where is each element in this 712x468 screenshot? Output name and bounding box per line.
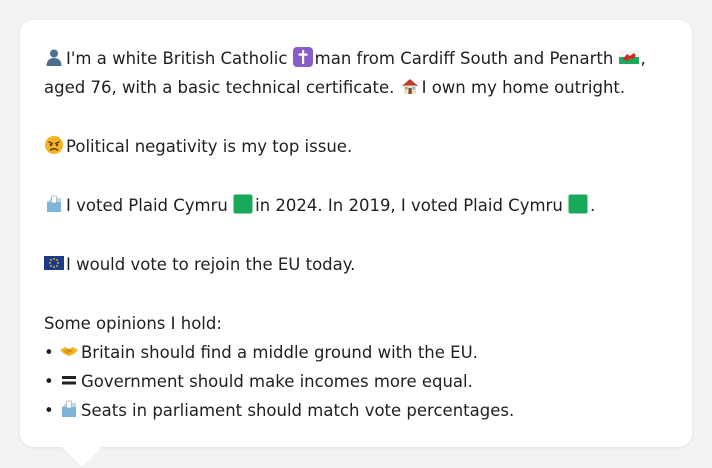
opinion-text: Britain should find a middle ground with… — [80, 343, 478, 362]
profile-content: I'm a white British Catholic man from Ca… — [44, 44, 668, 425]
intro-text-5: I own my home outright. — [421, 78, 626, 97]
bullet: • — [44, 372, 54, 391]
green-square-icon — [233, 194, 253, 214]
intro-text-1: I'm a white British Catholic — [66, 49, 288, 68]
spacer — [44, 161, 668, 191]
issue-paragraph: Political negativity is my top issue. — [44, 132, 668, 161]
spacer — [44, 279, 668, 309]
eu-flag-icon — [44, 253, 64, 273]
intro-paragraph: I'm a white British Catholic man from Ca… — [44, 44, 668, 102]
opinions-heading: Some opinions I hold: — [44, 314, 222, 333]
bubble-tail — [62, 447, 102, 467]
eu-text: I would vote to rejoin the EU today. — [66, 255, 356, 274]
bullet: • — [44, 401, 54, 420]
person-silhouette-icon — [44, 47, 64, 67]
vote-text-2: in 2024. In 2019, I voted Plaid Cymru — [255, 196, 563, 215]
intro-text-2: man from Cardiff South and Penarth — [314, 49, 614, 68]
ballot-box-icon — [44, 194, 64, 214]
vote-text-3: . — [590, 196, 596, 215]
equals-icon — [59, 370, 79, 390]
house-icon — [400, 76, 420, 96]
opinion-item: • Seats in parliament should match vote … — [44, 396, 668, 425]
issue-text: Political negativity is my top issue. — [66, 137, 353, 156]
vote-text-1: I voted Plaid Cymru — [66, 196, 228, 215]
bullet: • — [44, 343, 54, 362]
opinion-text: Seats in parliament should match vote pe… — [80, 401, 515, 420]
eu-paragraph: I would vote to rejoin the EU today. — [44, 250, 668, 279]
handshake-icon — [59, 341, 79, 361]
intro-text-3: , — [640, 49, 646, 68]
latin-cross-icon — [292, 47, 313, 67]
ballot-box-icon — [59, 399, 79, 419]
profile-bubble: I'm a white British Catholic man from Ca… — [20, 20, 692, 467]
intro-text-4: aged 76, with a basic technical certific… — [44, 78, 395, 97]
opinion-text: Government should make incomes more equa… — [80, 372, 473, 391]
vote-paragraph: I voted Plaid Cymru in 2024. In 2019, I … — [44, 191, 668, 220]
green-square-icon — [568, 194, 588, 214]
opinion-item: • Government should make incomes more eq… — [44, 367, 668, 396]
spacer — [44, 220, 668, 250]
wales-flag-icon — [618, 47, 639, 67]
angry-face-icon — [44, 135, 64, 155]
opinion-item: • Britain should find a middle ground wi… — [44, 338, 668, 367]
spacer — [44, 102, 668, 132]
